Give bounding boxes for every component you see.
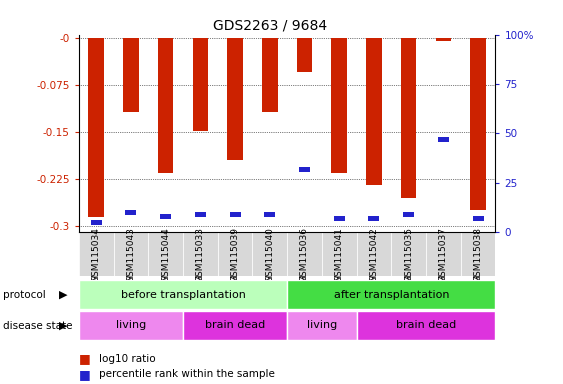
- Bar: [322, 232, 356, 276]
- Bar: [356, 232, 391, 276]
- Bar: [287, 311, 356, 340]
- Bar: [88, 38, 104, 217]
- Bar: [368, 216, 379, 221]
- Text: GSM115039: GSM115039: [231, 227, 239, 282]
- Bar: [287, 280, 495, 309]
- Bar: [252, 232, 287, 276]
- Text: GSM115038: GSM115038: [473, 227, 482, 282]
- Text: log10 ratio: log10 ratio: [99, 354, 155, 364]
- Bar: [218, 232, 252, 276]
- Bar: [356, 311, 495, 340]
- Text: percentile rank within the sample: percentile rank within the sample: [99, 369, 274, 379]
- Text: GSM115033: GSM115033: [196, 227, 205, 282]
- Bar: [391, 232, 426, 276]
- Text: GSM115036: GSM115036: [300, 227, 309, 282]
- Text: GSM115044: GSM115044: [161, 227, 170, 282]
- Text: living: living: [116, 320, 146, 331]
- Text: GSM115041: GSM115041: [335, 227, 343, 282]
- Bar: [230, 212, 240, 217]
- Text: GSM115037: GSM115037: [439, 227, 448, 282]
- Bar: [461, 232, 495, 276]
- Bar: [183, 311, 287, 340]
- Bar: [426, 232, 461, 276]
- Bar: [436, 38, 451, 41]
- Bar: [91, 220, 102, 225]
- Bar: [262, 38, 278, 112]
- Bar: [470, 38, 486, 210]
- Bar: [148, 232, 183, 276]
- Bar: [403, 212, 414, 217]
- Text: GSM115034: GSM115034: [92, 227, 101, 282]
- Bar: [299, 167, 310, 172]
- Text: brain dead: brain dead: [396, 320, 456, 331]
- Text: after transplantation: after transplantation: [333, 290, 449, 300]
- Bar: [366, 38, 382, 185]
- Bar: [297, 38, 312, 72]
- Text: brain dead: brain dead: [205, 320, 265, 331]
- Title: GDS2263 / 9684: GDS2263 / 9684: [213, 18, 328, 32]
- Text: disease state: disease state: [3, 321, 72, 331]
- Bar: [287, 232, 322, 276]
- Text: ■: ■: [79, 368, 91, 381]
- Bar: [79, 232, 114, 276]
- Bar: [264, 212, 275, 217]
- Text: GSM115040: GSM115040: [265, 227, 274, 282]
- Bar: [123, 38, 138, 112]
- Bar: [195, 212, 206, 217]
- Text: before transplantation: before transplantation: [120, 290, 245, 300]
- Text: living: living: [307, 320, 337, 331]
- Bar: [401, 38, 417, 198]
- Bar: [183, 232, 218, 276]
- Text: ■: ■: [79, 353, 91, 366]
- Bar: [126, 210, 136, 215]
- Bar: [472, 216, 484, 221]
- Bar: [114, 232, 148, 276]
- Bar: [334, 216, 345, 221]
- Bar: [79, 280, 287, 309]
- Text: GSM115035: GSM115035: [404, 227, 413, 282]
- Text: protocol: protocol: [3, 290, 46, 300]
- Bar: [227, 38, 243, 160]
- Bar: [193, 38, 208, 131]
- Bar: [158, 38, 173, 173]
- Bar: [332, 38, 347, 173]
- Text: ▶: ▶: [59, 321, 68, 331]
- Text: ▶: ▶: [59, 290, 68, 300]
- Text: GSM115042: GSM115042: [369, 227, 378, 282]
- Bar: [160, 214, 171, 219]
- Bar: [438, 137, 449, 142]
- Text: GSM115043: GSM115043: [127, 227, 135, 282]
- Bar: [79, 311, 183, 340]
